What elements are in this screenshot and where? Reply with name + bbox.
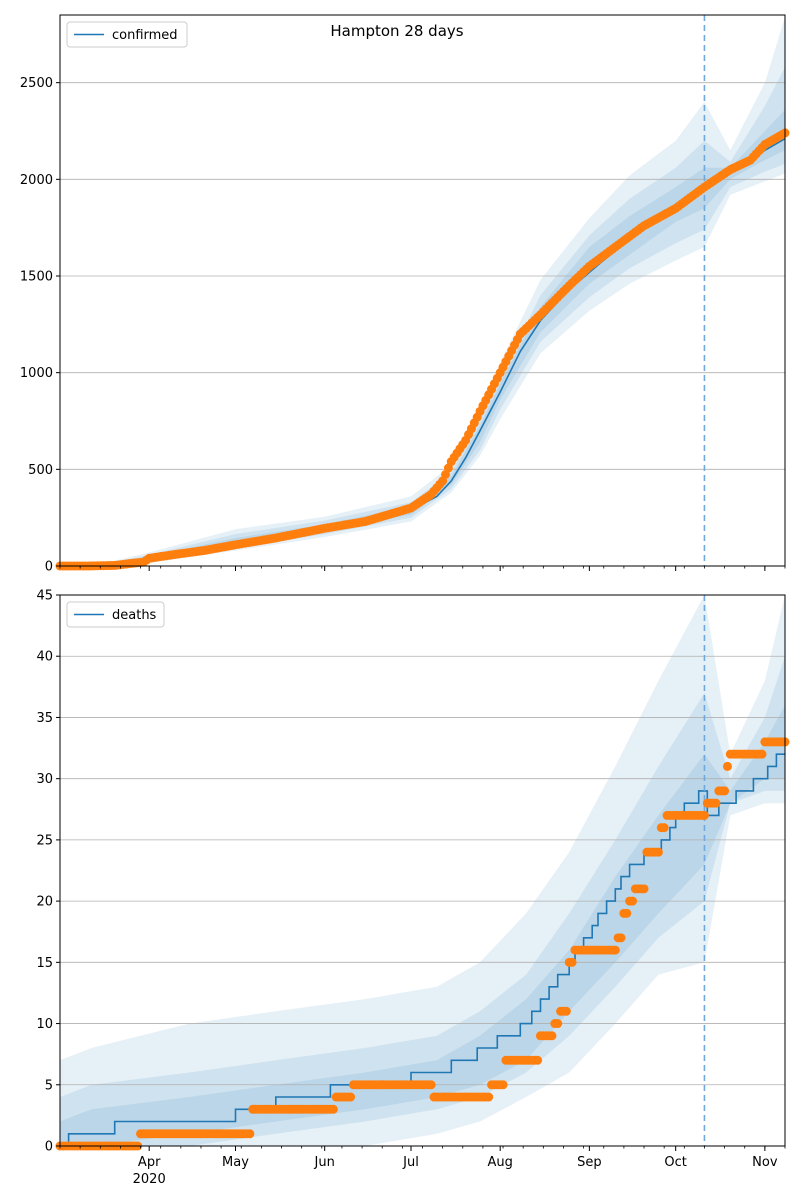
deaths-observed-point-224 — [722, 761, 732, 771]
deaths-legend-label: deaths — [112, 608, 157, 623]
deaths-y-axis: 0 5 10 15 20 25 30 35 40 45 — [36, 589, 60, 1155]
confirmed-ytick-label-2500: 2500 — [20, 76, 53, 91]
confirmed-y-axis: 0 500 1000 1500 2000 2500 — [20, 76, 60, 575]
deaths-xtick-label-Jun: Jun — [314, 1155, 335, 1170]
deaths-observed-point-165 — [547, 1031, 557, 1041]
confirmed-x-axis — [59, 566, 786, 571]
deaths-observed-point-223 — [720, 786, 730, 796]
deaths-observed-point-186 — [610, 945, 620, 955]
deaths-ytick-label-25: 25 — [36, 833, 53, 848]
deaths-observed-point-63 — [245, 1129, 255, 1139]
deaths-ytick-label-10: 10 — [36, 1017, 53, 1032]
deaths-ytick-label-35: 35 — [36, 711, 53, 726]
deaths-ytick-label-30: 30 — [36, 772, 53, 787]
deaths-panel: 0 5 10 15 20 25 30 35 40 45 Apr May Jun Jul Aug Sep Oct… — [36, 589, 790, 1187]
deaths-observed-point-172 — [567, 957, 577, 967]
deaths-observed-point-216 — [699, 810, 709, 820]
deaths-xtick-label-Jul: Jul — [402, 1155, 419, 1170]
deaths-ytick-label-0: 0 — [45, 1140, 53, 1155]
deaths-observed-point-192 — [628, 896, 638, 906]
deaths-xtick-label-Apr: Apr — [138, 1155, 161, 1170]
deaths-ytick-label-20: 20 — [36, 895, 53, 910]
deaths-legend: deaths — [66, 601, 165, 628]
deaths-band-inner — [60, 705, 785, 1146]
deaths-observed-point-143 — [484, 1092, 494, 1102]
deaths-band-outer — [60, 595, 785, 1146]
deaths-xtick-label-Sep: Sep — [577, 1155, 602, 1170]
deaths-observed-point-220 — [711, 798, 721, 808]
deaths-x-axis: Apr May Jun Jul Aug Sep Oct Nov 2020 — [59, 1146, 786, 1187]
deaths-observed-point-97 — [346, 1092, 356, 1102]
confirmed-ytick-label-500: 500 — [28, 463, 53, 478]
confirmed-legend: confirmed — [66, 21, 188, 48]
deaths-legend-box — [66, 601, 165, 628]
deaths-observed-point-203 — [659, 823, 669, 833]
confirmed-panel: 0 500 1000 1500 2000 2500 confirmed — [20, 14, 790, 575]
confirmed-observed-points — [55, 128, 790, 571]
figure-title: Hampton 28 days — [330, 22, 463, 40]
deaths-observed-point-188 — [616, 933, 626, 943]
confirmed-legend-label: confirmed — [112, 28, 178, 43]
deaths-ytick-label-45: 45 — [36, 589, 53, 604]
deaths-model-line — [60, 753, 785, 1147]
confirmed-ytick-label-1000: 1000 — [20, 366, 53, 381]
deaths-model-line-group — [60, 753, 785, 1147]
deaths-xtick-label-Oct: Oct — [664, 1155, 686, 1170]
deaths-xtick-label-Aug: Aug — [487, 1155, 512, 1170]
deaths-xtick-label-May: May — [222, 1155, 249, 1170]
deaths-ytick-label-5: 5 — [45, 1078, 53, 1093]
confirmed-ytick-label-0: 0 — [45, 560, 53, 575]
deaths-observed-points — [55, 737, 790, 1151]
deaths-xtick-label-Nov: Nov — [752, 1155, 778, 1170]
confirmed-ytick-label-1500: 1500 — [20, 270, 53, 285]
deaths-ytick-label-15: 15 — [36, 956, 53, 971]
deaths-observed-point-190 — [622, 908, 632, 918]
deaths-observed-point-196 — [639, 884, 649, 894]
deaths-ytick-label-40: 40 — [36, 650, 53, 665]
deaths-observed-point-91 — [328, 1104, 338, 1114]
deaths-observed-point-236 — [757, 749, 767, 759]
confirmed-legend-box — [66, 21, 188, 48]
deaths-observed-point-170 — [561, 1006, 571, 1016]
deaths-observed-point-201 — [653, 847, 663, 857]
confirmed-ytick-label-2000: 2000 — [20, 173, 53, 188]
deaths-observed-point-160 — [533, 1055, 543, 1065]
deaths-observed-point-124 — [426, 1080, 436, 1090]
deaths-observed-point-167 — [553, 1019, 563, 1029]
deaths-observed-point-148 — [498, 1080, 508, 1090]
deaths-xtick-year-label: 2020 — [133, 1172, 166, 1187]
